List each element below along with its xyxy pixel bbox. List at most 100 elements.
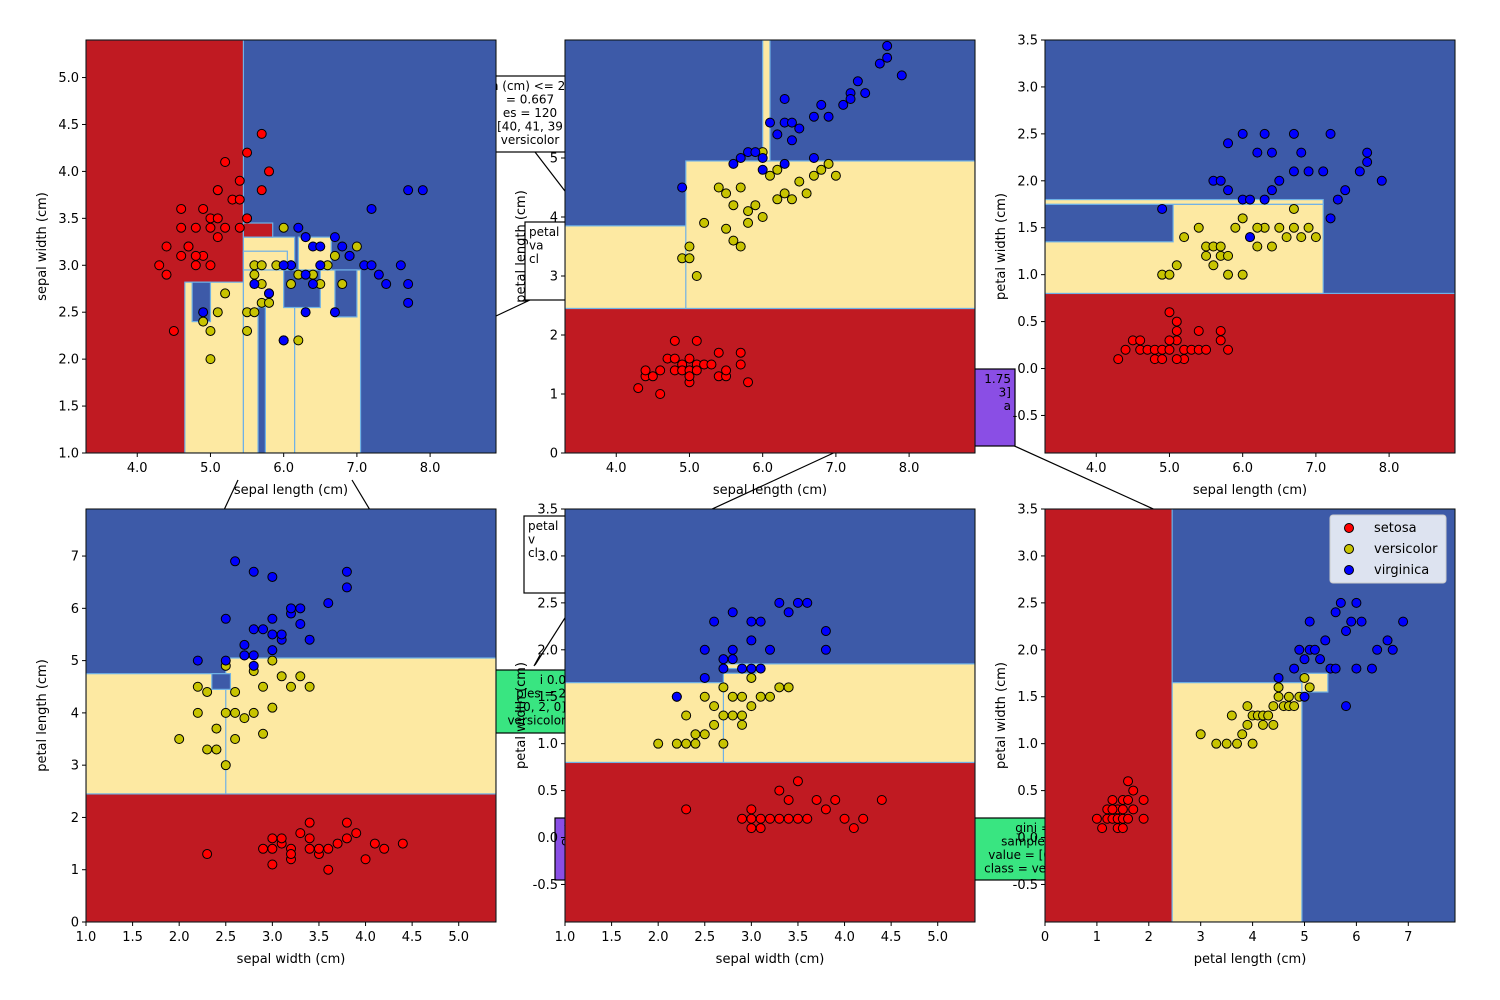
data-point-virginica	[1223, 138, 1234, 149]
data-point-versicolor	[1252, 222, 1263, 233]
data-point-virginica	[727, 654, 738, 665]
data-point-setosa	[234, 175, 245, 186]
data-point-versicolor	[202, 744, 213, 755]
axes-frame	[1044, 39, 1456, 454]
x-tick-label: 7.0	[1306, 461, 1327, 476]
tree-edge	[709, 449, 841, 511]
data-point-versicolor	[351, 241, 362, 252]
data-point-setosa	[295, 828, 306, 839]
y-tick-label: 0.0	[1017, 831, 1038, 846]
y-tick-label: 5	[71, 654, 79, 669]
data-point-setosa	[183, 241, 194, 252]
data-point-virginica	[267, 571, 278, 582]
data-point-virginica	[341, 566, 352, 577]
data-point-versicolor	[278, 222, 289, 233]
data-point-virginica	[728, 158, 739, 169]
data-point-setosa	[1164, 344, 1175, 355]
data-point-versicolor	[794, 176, 805, 187]
data-point-virginica	[1341, 626, 1352, 637]
y-axis-label: petal width (cm)	[514, 662, 529, 769]
scatter-panels: 4.0 5.0 6.0 7.0 8.0 1.0 1.5 2.0 2.5 3.0 3.5 4.0 4.5 5…	[35, 34, 1456, 967]
data-point-versicolor	[1303, 222, 1314, 233]
data-point-virginica	[757, 164, 768, 175]
data-point-virginica	[772, 129, 783, 140]
y-tick-label: 1	[550, 388, 558, 403]
data-point-virginica	[746, 635, 757, 646]
data-point-setosa	[774, 785, 785, 796]
data-point-versicolor	[1221, 738, 1232, 749]
y-tick-label: 6	[71, 602, 79, 617]
x-tick-label: 1.0	[76, 930, 97, 945]
data-point-setosa	[858, 813, 869, 824]
data-point-versicolor	[295, 671, 306, 682]
data-point-virginica	[267, 613, 278, 624]
data-point-setosa	[1157, 354, 1168, 365]
data-point-setosa	[774, 813, 785, 824]
data-point-virginica	[718, 663, 729, 674]
y-tick-label: 3.0	[1017, 80, 1038, 95]
data-point-versicolor	[192, 707, 203, 718]
y-axis-label: petal length (cm)	[35, 659, 50, 772]
data-point-setosa	[647, 371, 658, 382]
data-point-setosa	[830, 794, 841, 805]
data-point-versicolor	[713, 182, 724, 193]
data-point-setosa	[746, 804, 757, 815]
data-point-setosa	[286, 849, 296, 860]
y-tick-label: 2.0	[1017, 643, 1038, 658]
data-point-virginica	[1303, 166, 1314, 177]
x-tick-label: 2.5	[694, 930, 715, 945]
tree-node-text: class = ver	[984, 862, 1051, 876]
y-tick-label: 4.0	[58, 165, 79, 180]
data-point-setosa	[1215, 335, 1226, 346]
data-point-virginica	[278, 335, 289, 346]
data-point-virginica	[820, 626, 831, 637]
data-point-versicolor	[728, 200, 739, 211]
data-point-versicolor	[709, 701, 720, 712]
data-point-virginica	[1320, 635, 1331, 646]
y-tick-label: -0.5	[533, 878, 558, 893]
data-point-setosa	[323, 864, 334, 875]
data-point-versicolor	[746, 701, 757, 712]
data-point-versicolor	[211, 723, 222, 734]
x-tick-label: 5	[1300, 930, 1308, 945]
tree-node-text: ples = 2	[516, 687, 566, 701]
data-point-versicolor	[1215, 241, 1226, 252]
y-tick-label: 2.5	[537, 596, 558, 611]
data-point-versicolor	[267, 655, 278, 666]
data-point-versicolor	[746, 672, 757, 683]
data-point-versicolor	[1247, 738, 1258, 749]
data-point-virginica	[786, 117, 797, 128]
data-point-versicolor	[1171, 260, 1182, 271]
y-tick-label: 2	[550, 329, 558, 344]
data-point-virginica	[300, 269, 311, 280]
data-point-virginica	[1245, 232, 1255, 243]
data-point-virginica	[248, 624, 259, 635]
tree-node-text: v	[528, 533, 535, 547]
data-point-virginica	[1341, 701, 1352, 712]
data-point-virginica	[882, 52, 893, 63]
data-point-versicolor	[1223, 269, 1234, 280]
data-point-virginica	[1351, 597, 1362, 608]
data-point-setosa	[1171, 325, 1182, 336]
data-point-virginica	[1376, 175, 1387, 186]
data-point-virginica	[248, 660, 259, 671]
x-tick-label: 2.0	[648, 930, 669, 945]
tree-edge	[534, 609, 571, 666]
data-point-versicolor	[684, 253, 695, 264]
data-point-versicolor	[1223, 250, 1234, 261]
data-point-virginica	[337, 241, 348, 252]
data-point-virginica	[838, 99, 849, 110]
data-point-virginica	[239, 639, 250, 650]
y-tick-label: 3.0	[1017, 549, 1038, 564]
data-point-virginica	[1245, 194, 1255, 205]
data-point-virginica	[779, 94, 790, 104]
data-point-virginica	[239, 650, 250, 661]
data-point-virginica	[823, 111, 834, 122]
legend-label: setosa	[1374, 521, 1417, 536]
data-point-virginica	[1387, 644, 1398, 655]
data-point-setosa	[176, 203, 187, 214]
data-point-setosa	[691, 335, 702, 346]
data-point-versicolor	[699, 217, 710, 228]
x-tick-label: 6.0	[273, 461, 294, 476]
data-point-setosa	[161, 269, 172, 280]
